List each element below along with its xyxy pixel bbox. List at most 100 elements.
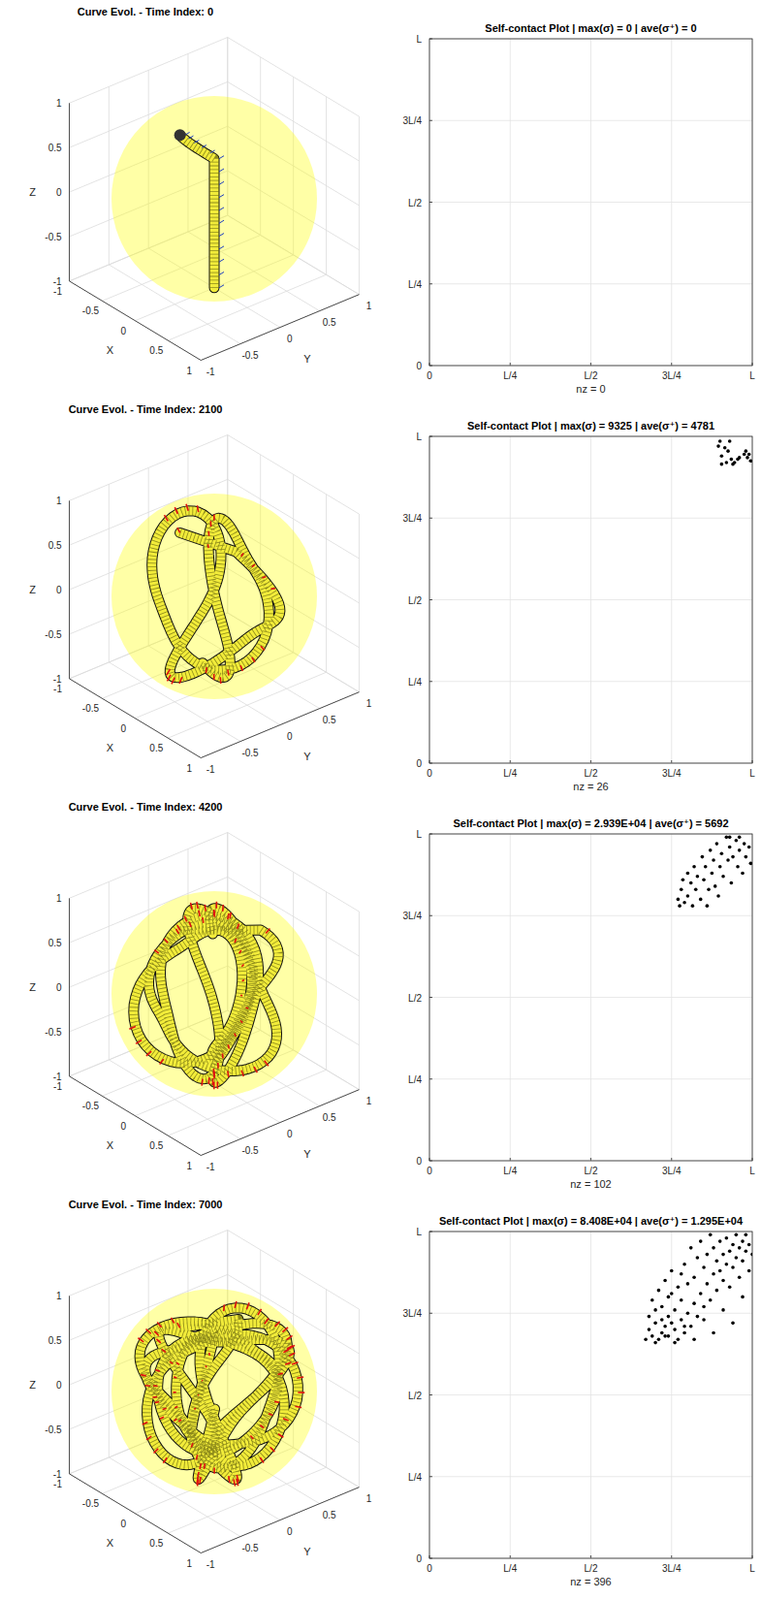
tick-label: -1 <box>53 285 63 297</box>
tick-label: 0 <box>121 723 127 734</box>
grid-line <box>69 831 228 898</box>
contact-vector <box>214 910 217 917</box>
contact-point <box>660 1317 665 1322</box>
contact-point <box>682 1331 687 1335</box>
scatter-panel: 0L/4L/23L/4L0L/4L/23L/4Lnz = 396Self-con… <box>403 1214 757 1587</box>
contact-point <box>744 855 749 859</box>
contact-vector <box>270 1447 276 1453</box>
contact-vector <box>198 910 200 917</box>
axis-line <box>68 1295 70 1474</box>
grid-line <box>429 120 753 122</box>
tick-label: L <box>415 33 422 45</box>
curve-panel: -1-0.500.51-1-0.500.51-1-0.500.51XYZCurv… <box>29 403 373 775</box>
contact-vector <box>261 576 266 579</box>
contact-point <box>716 893 721 898</box>
contact-vector <box>237 923 240 929</box>
contact-point <box>700 855 705 859</box>
tick-mark <box>670 760 672 763</box>
tick-label: -1 <box>53 1071 63 1082</box>
contact-vector <box>197 1471 199 1479</box>
tick-mark <box>429 283 433 285</box>
contact-vector <box>190 1442 193 1447</box>
contact-vector <box>146 1435 152 1440</box>
contact-vector <box>241 553 244 557</box>
tick-label: 3L/4 <box>662 767 682 779</box>
axis-title: nz = 0 <box>575 382 605 395</box>
contact-point <box>720 453 725 458</box>
contact-point <box>747 452 752 457</box>
normal-vector <box>219 246 224 250</box>
contact-vector <box>213 1068 216 1075</box>
contact-vector <box>196 901 198 909</box>
tick-label: 0 <box>415 758 422 769</box>
contact-point <box>734 1255 739 1260</box>
tick-label: 0 <box>415 360 422 372</box>
contact-vector <box>213 1081 216 1089</box>
contact-vector <box>197 1394 199 1396</box>
grid-line <box>429 1078 753 1079</box>
tick-label: 3L/4 <box>662 370 682 381</box>
tick-label: 1 <box>186 365 192 377</box>
tick-mark <box>590 760 592 763</box>
contact-vector <box>161 1348 166 1352</box>
tick-label: 0.5 <box>149 1140 163 1151</box>
tick-label: 0 <box>426 1562 433 1574</box>
contact-point <box>650 1298 655 1302</box>
scatter-panel: 0L/4L/23L/4L0L/4L/23L/4Lnz = 0Self-conta… <box>403 22 757 395</box>
contact-vector <box>259 1457 264 1462</box>
contact-point <box>676 1284 681 1289</box>
contact-point <box>726 448 730 453</box>
contact-vector <box>203 1462 206 1469</box>
tick-label: 3L/4 <box>403 1307 423 1319</box>
tick-mark <box>509 362 511 366</box>
contact-point <box>666 1295 671 1300</box>
contact-vector <box>285 1362 291 1364</box>
contact-point <box>737 455 742 460</box>
contact-vector <box>239 950 242 953</box>
normal-vector <box>219 207 224 211</box>
tick-label: 1 <box>186 762 192 774</box>
contact-point <box>653 1321 658 1326</box>
axis-title: Y <box>303 1545 312 1557</box>
contact-point <box>689 881 694 886</box>
grid-line <box>69 434 228 501</box>
contact-vector <box>294 1405 302 1407</box>
contact-vector <box>207 531 210 537</box>
normal-vector <box>219 220 224 223</box>
curve-panel: -1-0.500.51-1-0.500.51-1-0.500.51XYZCurv… <box>29 5 373 378</box>
axis-title: X <box>106 1536 115 1549</box>
contact-point <box>715 1288 720 1293</box>
contact-vector <box>200 1378 204 1381</box>
contact-vector <box>156 1338 160 1343</box>
tube <box>139 1307 298 1480</box>
contact-point <box>689 1245 694 1250</box>
tick-mark <box>429 1312 433 1314</box>
contact-point <box>692 1274 697 1279</box>
contact-point <box>710 871 715 876</box>
contact-point <box>737 1245 742 1250</box>
contact-vector <box>278 1372 284 1374</box>
contact-vector <box>195 1454 197 1459</box>
contact-vector <box>184 916 187 922</box>
contact-point <box>723 445 728 450</box>
contact-vector <box>213 1467 216 1474</box>
tick-label: 0.5 <box>149 1537 163 1549</box>
tick-mark <box>429 680 433 682</box>
contact-vector <box>297 1391 305 1394</box>
contact-vector <box>264 1060 269 1067</box>
contact-vector <box>250 1434 254 1439</box>
axis-line <box>200 692 359 759</box>
grid-line <box>68 1295 70 1474</box>
contact-vector <box>204 1364 207 1367</box>
contact-vector <box>177 924 181 930</box>
tick-label: 0 <box>121 325 127 337</box>
tick-label: -1 <box>53 1468 63 1480</box>
contact-point <box>682 900 687 905</box>
contact-point <box>718 1268 723 1273</box>
contact-point <box>660 1304 665 1309</box>
tick-mark <box>590 1157 592 1161</box>
contact-vector <box>228 1475 230 1483</box>
contact-vector <box>176 1362 180 1364</box>
contact-vector <box>215 901 218 909</box>
tick-label: 1 <box>366 300 373 312</box>
